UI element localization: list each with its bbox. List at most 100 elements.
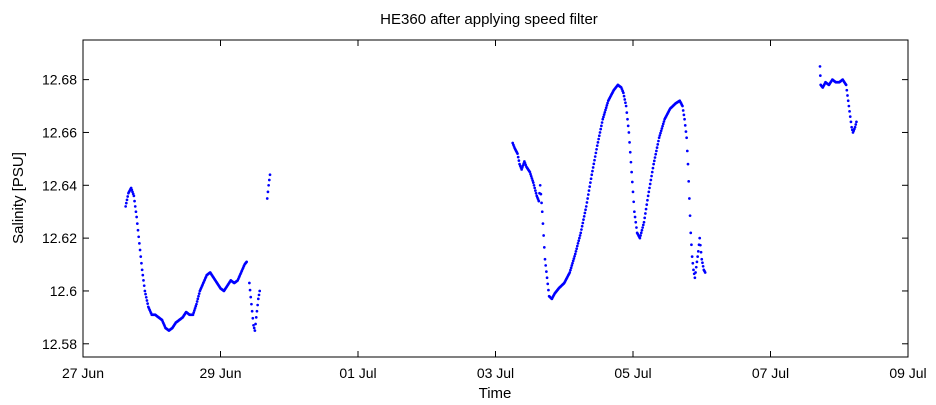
data-point — [543, 257, 547, 261]
data-point — [197, 292, 201, 295]
data-point — [248, 288, 252, 292]
data-point — [265, 197, 269, 200]
y-axis-label: Salinity [PSU] — [10, 152, 27, 244]
data-point — [661, 122, 665, 126]
data-point — [643, 216, 647, 220]
data-point — [142, 284, 146, 288]
chart-title: HE360 after applying speed filter — [380, 11, 598, 28]
data-point — [145, 299, 149, 302]
data-point — [640, 228, 644, 232]
data-point — [630, 170, 633, 174]
data-point — [132, 194, 136, 198]
data-point — [571, 259, 575, 263]
data-point — [645, 203, 649, 207]
data-point — [641, 226, 644, 229]
data-point — [531, 179, 534, 182]
data-point — [690, 255, 694, 258]
data-point — [591, 169, 594, 173]
data-point — [194, 304, 198, 308]
data-point — [529, 172, 532, 176]
data-point — [591, 166, 595, 169]
data-point — [256, 297, 260, 301]
y-tick-label: 12.68 — [42, 72, 77, 88]
data-point — [587, 189, 591, 192]
data-point — [144, 292, 147, 296]
data-point — [589, 177, 593, 181]
y-tick-label: 12.58 — [42, 336, 77, 352]
data-point — [846, 94, 849, 97]
data-point — [818, 65, 822, 68]
data-point — [250, 302, 253, 306]
y-tick-label: 12.62 — [42, 230, 77, 246]
data-point — [528, 170, 532, 174]
data-point — [652, 159, 656, 163]
data-point — [644, 207, 648, 211]
data-point — [634, 220, 638, 224]
data-point — [137, 235, 141, 239]
data-point — [685, 149, 689, 153]
data-point — [546, 282, 550, 286]
data-point — [701, 261, 704, 265]
data-point — [628, 141, 631, 144]
data-point — [575, 244, 579, 248]
data-point — [596, 141, 600, 144]
data-point — [662, 120, 666, 123]
data-point — [579, 231, 583, 235]
data-point — [605, 104, 609, 107]
data-point — [133, 199, 136, 203]
data-point — [193, 307, 197, 310]
data-point — [586, 193, 590, 196]
data-point — [648, 182, 652, 186]
data-point — [853, 125, 857, 129]
data-point — [252, 323, 255, 327]
data-point — [574, 249, 578, 253]
data-point — [656, 143, 660, 146]
data-point — [648, 186, 651, 190]
data-point — [517, 159, 521, 162]
data-point — [638, 236, 642, 240]
data-series — [124, 65, 858, 332]
data-point — [692, 268, 695, 272]
data-point — [134, 210, 138, 214]
data-point — [681, 104, 684, 108]
data-point — [582, 214, 586, 218]
data-point — [133, 205, 137, 208]
data-point — [590, 173, 594, 177]
data-point — [699, 243, 702, 247]
data-point — [624, 104, 628, 108]
data-point — [630, 180, 634, 184]
data-point — [542, 234, 545, 237]
data-point — [575, 247, 578, 251]
data-point — [695, 260, 699, 264]
data-point — [192, 311, 196, 314]
data-point — [256, 303, 259, 307]
x-tick-label: 09 Jul — [889, 365, 926, 381]
data-point — [140, 268, 144, 272]
data-point — [571, 261, 574, 265]
data-point — [699, 250, 703, 254]
data-point — [197, 294, 200, 298]
data-point — [249, 295, 253, 299]
data-point — [598, 131, 602, 134]
data-point — [854, 123, 858, 126]
data-point — [572, 257, 576, 260]
data-point — [651, 166, 655, 170]
data-point — [686, 162, 690, 166]
data-point — [248, 281, 251, 285]
data-point — [142, 279, 145, 282]
data-point — [600, 124, 603, 128]
data-point — [195, 302, 198, 306]
data-point — [657, 139, 660, 143]
data-point — [529, 174, 533, 178]
data-point — [569, 266, 573, 270]
data-point — [628, 150, 632, 154]
data-point — [624, 101, 627, 105]
data-point — [570, 264, 574, 267]
data-point — [534, 189, 537, 192]
data-point — [539, 192, 543, 196]
data-point — [661, 124, 664, 128]
data-point — [655, 146, 659, 149]
data-point — [818, 74, 822, 78]
data-point — [623, 98, 627, 101]
data-point — [848, 115, 852, 118]
